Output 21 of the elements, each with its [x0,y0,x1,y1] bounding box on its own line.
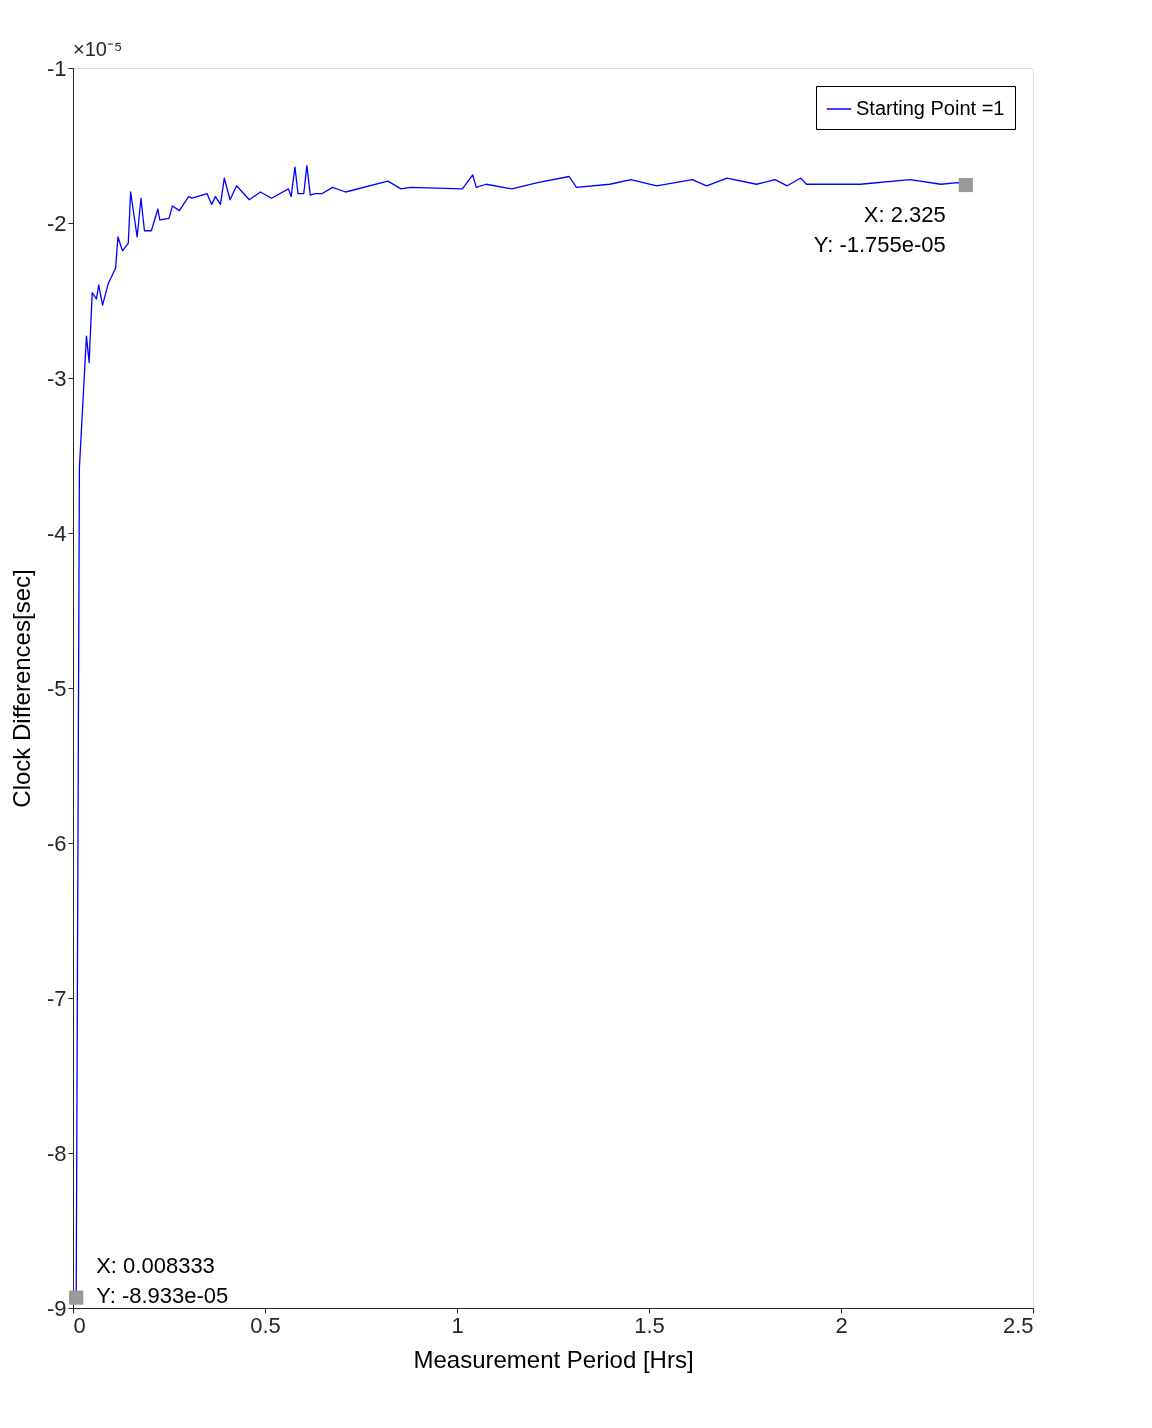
y-tick-label: -9 [46,1295,67,1321]
x-tick-label: 1 [451,1312,464,1338]
x-axis-title: Measurement Period [Hrs] [413,1345,694,1373]
y-tick-label: -1 [46,55,67,81]
y-tick-label: -8 [46,1140,67,1166]
y-tick-label: -4 [46,520,67,546]
x-tick-label: 1.5 [634,1312,665,1338]
y-tick-label: -5 [46,675,67,701]
x-tick-label: 0 [73,1312,86,1338]
annotation: X: 0.008333 Y: -8.933e-05 [96,1252,229,1308]
x-tick-label: 2 [835,1312,848,1338]
y-tick-label: -2 [46,210,67,236]
y-tick-label: -6 [46,830,67,856]
annotation: X: 2.325 Y: -1.755e-05 [813,202,946,258]
y-tick-label: -7 [46,985,67,1011]
x-tick-label: 2.5 [1002,1312,1034,1338]
y-axis-title: Clock Differences[sec] [7,569,35,808]
legend-label: Starting Point =1 [856,97,1005,119]
text: ×10⁻⁵ [73,38,123,60]
x-tick-label: 0.5 [250,1312,281,1338]
y-tick-label: -3 [46,365,67,391]
